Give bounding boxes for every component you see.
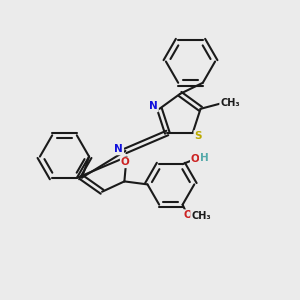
Text: H: H	[200, 152, 208, 163]
Text: O: O	[184, 210, 192, 220]
Text: N: N	[114, 144, 123, 154]
Text: CH₃: CH₃	[191, 211, 211, 221]
Text: O: O	[191, 154, 200, 164]
Text: O: O	[121, 157, 129, 167]
Text: S: S	[194, 131, 202, 141]
Text: CH₃: CH₃	[220, 98, 240, 108]
Text: N: N	[149, 101, 158, 111]
